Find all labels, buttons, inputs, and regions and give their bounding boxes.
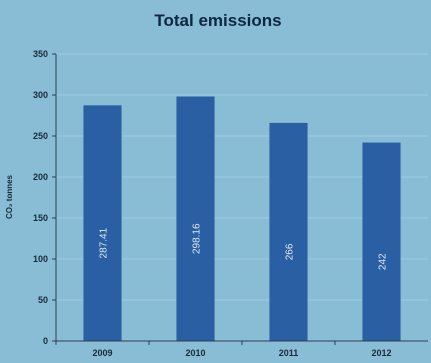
y-axis-label: CO₂ tonnes — [5, 174, 14, 219]
bar-value-label: 298.16 — [192, 223, 203, 254]
bar — [269, 122, 308, 341]
y-tick-label: 100 — [33, 254, 48, 264]
x-tick-label: 2011 — [279, 348, 299, 358]
axes — [52, 53, 428, 345]
bar — [176, 96, 215, 342]
bar-value-label: 242 — [378, 253, 389, 270]
y-tick-label: 350 — [33, 49, 48, 59]
chart-title: Total emissions — [154, 11, 281, 30]
y-tick-label: 0 — [43, 336, 48, 346]
tick-labels: 0 50 100 150 200 250 300 350 287.41 2009 298.16 201… — [33, 49, 392, 358]
y-tick-label: 250 — [33, 131, 48, 141]
x-tick-label: 2012 — [371, 348, 391, 358]
y-tick-label: 200 — [33, 172, 48, 182]
x-tick-label: 2009 — [92, 348, 112, 358]
bar — [83, 105, 122, 342]
x-tick-label: 2010 — [185, 348, 205, 358]
y-tick-label: 300 — [33, 90, 48, 100]
y-tick-label: 150 — [33, 213, 48, 223]
bar — [362, 142, 401, 341]
bar-value-label: 287.41 — [99, 227, 110, 258]
y-tick-label: 50 — [38, 295, 48, 305]
bars — [83, 96, 401, 342]
bar-value-label: 266 — [285, 243, 296, 260]
